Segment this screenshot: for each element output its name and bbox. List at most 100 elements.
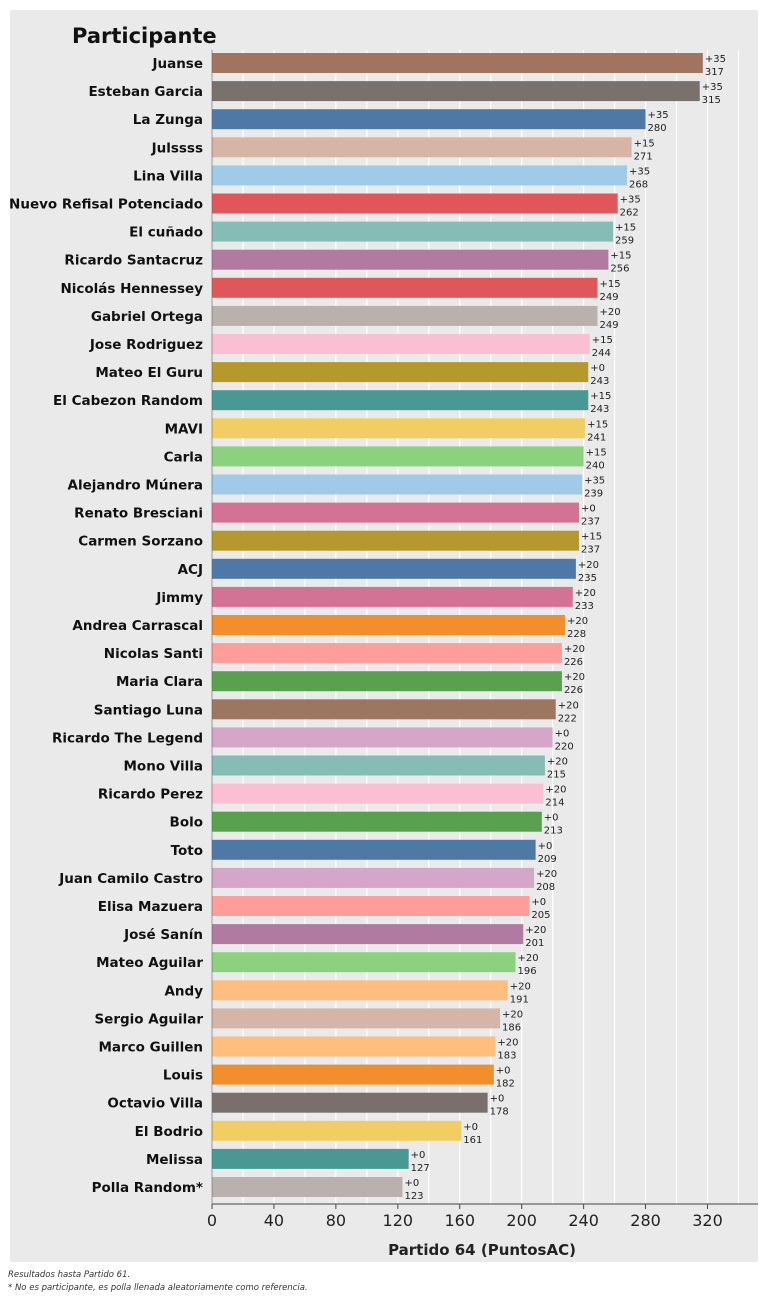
value-label: 213 [544, 826, 563, 837]
chart-title: Participante [72, 24, 217, 48]
bar [212, 1064, 494, 1085]
increment-label: +20 [502, 1009, 523, 1020]
category-label: La Zunga [133, 112, 203, 128]
bar [212, 362, 589, 383]
x-tick-label: 0 [207, 1211, 217, 1230]
category-label: Alejandro Múnera [68, 478, 203, 494]
bar [212, 277, 598, 298]
x-tick-label: 200 [506, 1211, 537, 1230]
value-label: 268 [629, 179, 648, 190]
value-label: 244 [592, 348, 611, 359]
increment-label: +20 [564, 644, 585, 655]
increment-label: +15 [592, 335, 613, 346]
increment-label: +0 [490, 1094, 505, 1105]
category-label: Julssss [151, 140, 203, 156]
increment-label: +20 [567, 616, 588, 627]
value-label: 271 [634, 151, 653, 162]
increment-label: +20 [525, 925, 546, 936]
increment-label: +20 [545, 785, 566, 796]
increment-label: +20 [575, 588, 596, 599]
category-label: Ricardo The Legend [52, 730, 203, 746]
category-label: MAVI [165, 421, 203, 437]
category-label: Juanse [151, 56, 203, 72]
category-label: Gabriel Ortega [91, 309, 203, 325]
category-label: Octavio Villa [107, 1096, 203, 1112]
bar [212, 221, 614, 242]
value-label: 161 [463, 1135, 482, 1146]
bar [212, 1148, 409, 1169]
bar [212, 615, 566, 635]
value-label: 127 [411, 1163, 430, 1174]
category-label: El Bodrio [135, 1124, 203, 1140]
category-label: Marco Guillen [98, 1040, 203, 1056]
bar [212, 249, 609, 270]
x-tick-label: 320 [692, 1211, 723, 1230]
increment-label: +35 [629, 166, 650, 177]
value-label: 215 [547, 770, 566, 781]
bar [212, 896, 530, 916]
increment-label: +35 [702, 82, 723, 93]
bar [212, 81, 700, 102]
bar [212, 390, 589, 411]
category-label: Bolo [170, 815, 203, 831]
value-label: 186 [502, 1022, 521, 1033]
category-label: Santiago Luna [94, 702, 203, 718]
category-label: Carmen Sorzano [78, 534, 203, 550]
category-label: Andrea Carrascal [72, 618, 203, 634]
increment-label: +0 [590, 363, 605, 374]
category-label: Nicolas Santi [104, 646, 203, 662]
increment-label: +35 [705, 54, 726, 65]
value-label: 123 [404, 1191, 423, 1202]
increment-label: +20 [536, 869, 557, 880]
bar [212, 137, 632, 158]
bar [212, 699, 556, 720]
value-label: 280 [648, 123, 667, 134]
bar [212, 1008, 501, 1029]
bar [212, 1177, 403, 1197]
category-label: Lina Villa [133, 168, 203, 184]
bar [212, 1092, 488, 1113]
value-label: 226 [564, 657, 583, 668]
increment-label: +20 [517, 953, 538, 964]
increment-label: +15 [586, 447, 607, 458]
category-label: Sergio Aguilar [94, 1011, 203, 1027]
bar-chart: Juanse Esteban Garcia La Zunga Julssss Lina … [10, 24, 758, 1259]
bar [212, 1120, 462, 1141]
bar [212, 783, 544, 804]
x-tick-label: 240 [568, 1211, 599, 1230]
x-tick-label: 120 [383, 1211, 414, 1230]
bar [212, 53, 703, 73]
bar [212, 474, 583, 495]
category-label: Nicolás Hennessey [60, 281, 203, 297]
bar [212, 643, 562, 664]
increment-label: +15 [610, 251, 631, 262]
bar [212, 755, 545, 776]
bar [212, 811, 542, 832]
category-label: Mateo Aguilar [96, 955, 203, 971]
increment-label: +15 [600, 279, 621, 290]
category-label: Juan Camilo Castro [58, 871, 203, 887]
increment-label: +0 [404, 1178, 419, 1189]
category-label: Jose Rodriguez [89, 337, 203, 353]
category-label: Polla Random* [92, 1180, 203, 1196]
bar [212, 586, 573, 607]
increment-label: +0 [555, 728, 570, 739]
increment-label: +20 [497, 1038, 518, 1049]
bar [212, 727, 553, 748]
category-label: Ricardo Santacruz [64, 253, 203, 269]
category-label: Mateo El Guru [95, 365, 203, 381]
category-labels: Juanse Esteban Garcia La Zunga Julssss Lina … [10, 56, 203, 1196]
bar [212, 671, 562, 692]
value-label: 201 [525, 938, 544, 949]
category-label: Carla [164, 449, 203, 465]
increment-label: +20 [547, 757, 568, 768]
value-label: 237 [581, 545, 600, 556]
increment-label: +0 [496, 1066, 511, 1077]
bar [212, 334, 590, 354]
increment-label: +15 [634, 138, 655, 149]
category-label: Toto [171, 843, 203, 859]
bar [212, 558, 576, 579]
increment-label: +0 [538, 841, 553, 852]
category-label: Esteban Garcia [88, 84, 203, 100]
increment-label: +20 [578, 560, 599, 571]
